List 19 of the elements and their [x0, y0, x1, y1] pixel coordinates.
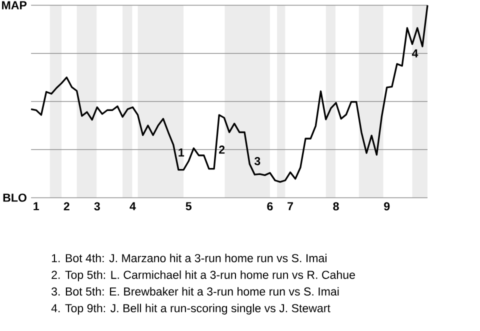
- annotation: 3: [254, 157, 260, 166]
- x-tick-label: 8: [333, 202, 339, 211]
- text: MAP: [2, 2, 27, 10]
- text: BLO: [3, 194, 26, 202]
- x-tick-label: 2: [64, 202, 70, 211]
- annotation: 1: [178, 148, 184, 157]
- annotation: 2: [219, 146, 225, 154]
- text: 1. Bot 4th: J. Marzano hit a 3-run home run vs S. Imai: [52, 254, 326, 263]
- text: 4. Top 9th: J. Bell hit a run-scoring single vs J. Stewart: [51, 304, 330, 315]
- x-tick-label: 1: [34, 202, 40, 210]
- x-tick-label: 6: [267, 202, 273, 211]
- x-tick-label: 4: [130, 202, 136, 210]
- text: 2. Top 5th: L. Carmichael hit a 3-run home run vs R. Cahue: [52, 270, 355, 282]
- annotation: 4: [412, 50, 418, 58]
- x-tick-label: 5: [186, 202, 192, 211]
- x-tick-label: 9: [384, 202, 390, 211]
- text: 3. Bot 5th: E. Brewbaker hit a 3-run home run vs S. Imai: [52, 287, 339, 296]
- x-tick-label: 3: [94, 202, 100, 211]
- x-tick-label: 7: [288, 202, 293, 210]
